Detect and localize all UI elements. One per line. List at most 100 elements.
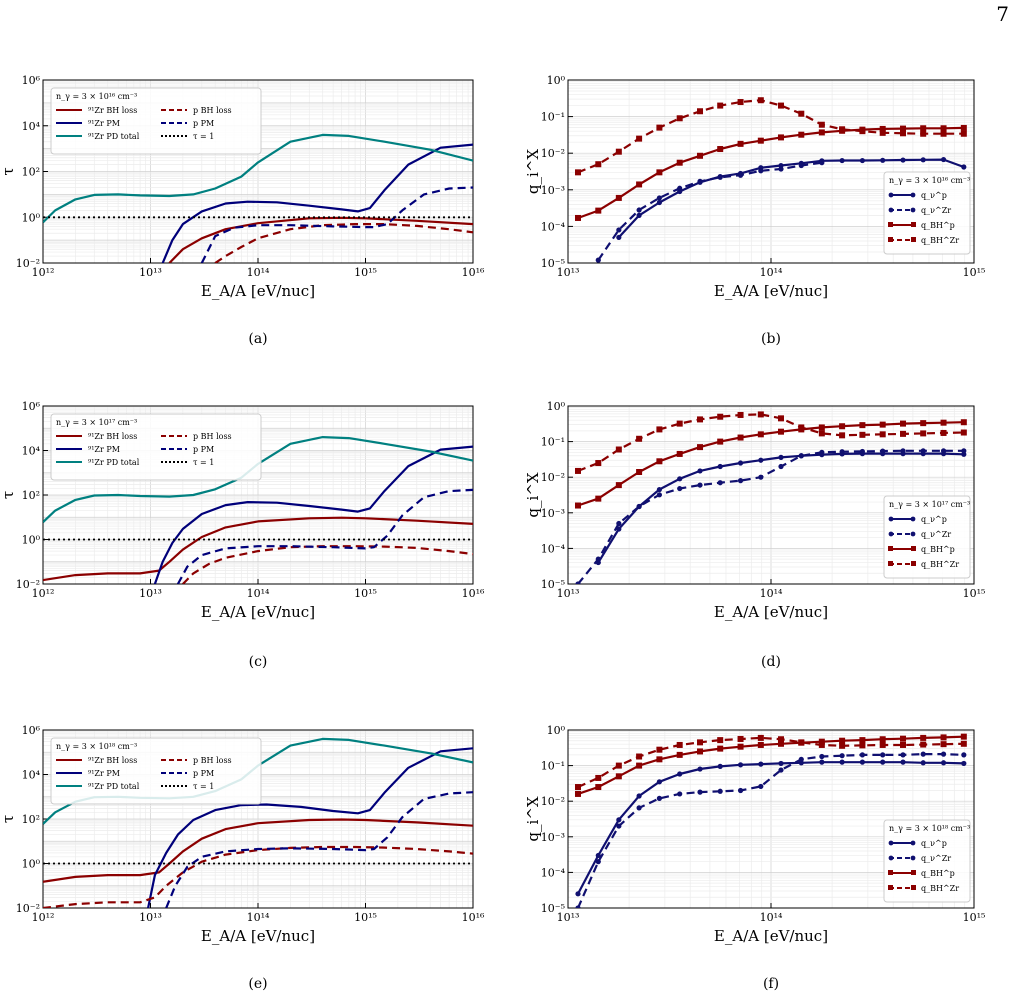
y-tick-label: 10⁻⁵ [541,578,565,591]
data-point [574,502,581,509]
legend-title: n_γ = 3 × 10¹⁸ cm⁻³ [889,824,970,833]
legend-marker [888,516,894,522]
data-point [575,581,581,584]
data-point [818,129,825,136]
legend-label: q_ν^Zr [921,530,951,539]
series-line [43,845,473,908]
data-point [961,752,967,758]
data-point [798,131,805,138]
legend-label: ⁹¹Zr PM [88,119,120,128]
x-tick-label: 10¹⁴ [247,587,270,600]
x-tick-label: 10¹⁶ [462,266,485,279]
data-point [717,102,724,109]
data-point [940,419,947,426]
legend-box [883,819,971,903]
legend-box [50,413,262,481]
data-point [900,157,906,163]
data-point [920,734,927,741]
x-tick-label: 10¹⁵ [354,587,377,600]
data-point [615,773,622,780]
legend-label: ⁹¹Zr BH loss [88,432,137,441]
y-tick-label: 10⁴ [22,769,41,782]
legend-marker [910,531,916,537]
legend-label: ⁹¹Zr BH loss [88,756,137,765]
data-point [737,434,744,441]
data-point [757,97,764,104]
x-tick-label: 10¹³ [557,911,580,924]
data-point [616,227,622,233]
data-point [961,164,967,170]
data-point [778,454,784,460]
legend-label: q_ν^Zr [921,206,951,215]
data-point [656,169,663,176]
legend-label: p PM [193,119,214,128]
data-point [859,157,866,164]
data-point [777,415,784,422]
data-point [615,446,622,453]
y-tick-label: 10⁻³ [541,507,565,520]
chart-panel-b: 10¹³ 10¹⁴ 10¹⁵ 10⁻⁵ 10⁻⁴ 10⁻³ 10⁻² 10⁻¹ 10⁰ E_A/A… [524,74,985,347]
x-tick-label: 10¹⁵ [354,266,377,279]
data-point [677,476,683,482]
x-axis-title: E_A/A [eV/nuc] [714,927,828,945]
legend-label: ⁹¹Zr PM [88,769,120,778]
data-point [839,432,846,439]
legend: n_γ = 3 × 10¹⁷ cm⁻³ ⁹¹Zr BH loss ⁹¹Zr PM ⁹¹… [50,413,262,481]
legend-marker [888,870,893,875]
data-point [636,468,643,475]
y-tick-label: 10⁰ [22,211,41,224]
legend-label: p BH loss [193,106,232,115]
data-point [960,429,967,436]
data-point [676,450,683,457]
data-point [737,478,744,484]
panel-label: (d) [761,654,781,670]
data-point [900,130,907,137]
legend-marker [910,840,916,846]
data-point [717,745,724,752]
data-point [859,431,866,438]
data-point [676,751,683,758]
data-point [575,891,581,897]
data-point [879,741,886,748]
data-point [940,429,947,436]
data-point [920,130,927,137]
y-tick-label: 10⁴ [22,120,41,133]
x-tick-label: 10¹² [32,587,55,600]
series-line [577,735,964,795]
data-point [595,495,602,502]
legend-marker [888,222,893,227]
legend-label: q_BH^p [921,221,955,230]
legend-marker [888,885,893,890]
data-point [920,125,927,132]
legend-label: τ = 1 [193,132,214,141]
data-point [574,784,581,791]
data-point [819,449,825,455]
data-point [697,108,704,115]
x-tick-label: 10¹⁴ [247,266,270,279]
y-tick-label: 10⁶ [22,724,41,737]
data-point [879,125,886,132]
data-point [920,760,926,766]
y-tick-label: 10⁻² [16,257,40,270]
data-point [656,199,663,206]
legend-box [50,737,262,805]
series-line [577,99,964,174]
y-tick-label: 10⁻⁴ [541,220,566,233]
y-tick-label: 10⁰ [547,74,566,87]
data-point [839,157,845,164]
data-point [615,482,622,489]
series-line [577,761,964,895]
legend-box [883,495,971,579]
data-point [757,411,764,418]
data-point [880,448,886,454]
y-axis-title: q_i^X [524,149,542,194]
series-line [43,436,473,523]
data-point [778,463,784,470]
data-point [737,172,744,178]
series-group [43,436,473,584]
data-point [656,486,663,493]
legend-label: q_ν^p [921,515,947,524]
data-point [839,742,846,749]
data-point [656,458,663,465]
data-point [960,130,967,137]
